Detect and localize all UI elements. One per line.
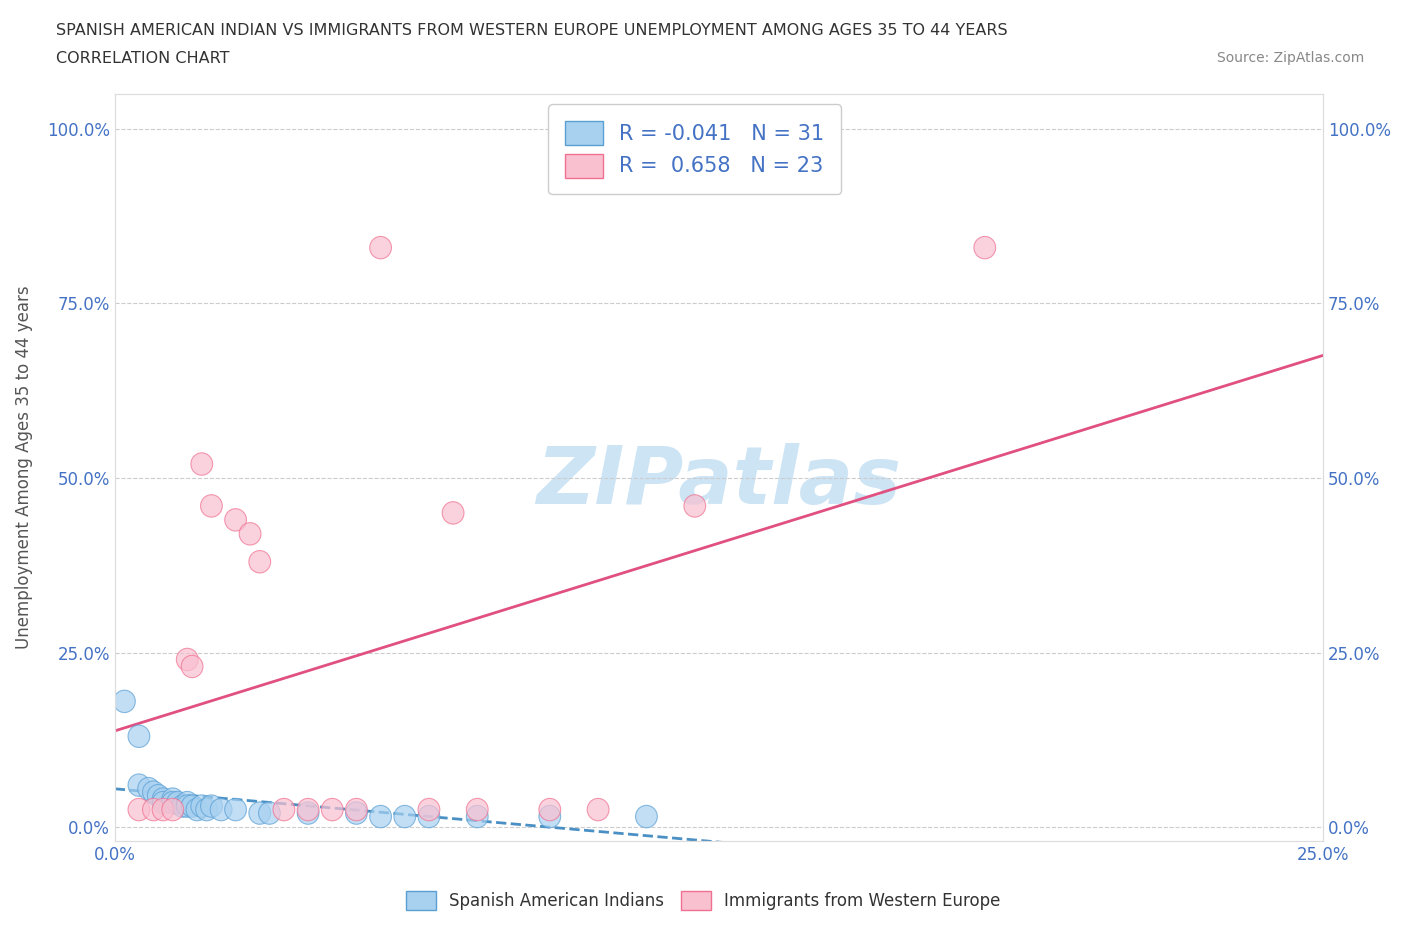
Legend: R = -0.041   N = 31, R =  0.658   N = 23: R = -0.041 N = 31, R = 0.658 N = 23 — [548, 104, 841, 194]
Y-axis label: Unemployment Among Ages 35 to 44 years: Unemployment Among Ages 35 to 44 years — [15, 286, 32, 649]
Ellipse shape — [346, 798, 367, 821]
Ellipse shape — [191, 795, 212, 817]
Ellipse shape — [467, 805, 488, 828]
Ellipse shape — [128, 798, 150, 821]
Ellipse shape — [394, 805, 416, 828]
Ellipse shape — [201, 495, 222, 517]
Ellipse shape — [211, 798, 232, 821]
Ellipse shape — [273, 798, 295, 821]
Ellipse shape — [148, 784, 169, 807]
Ellipse shape — [172, 795, 193, 817]
Ellipse shape — [239, 523, 262, 545]
Ellipse shape — [162, 798, 184, 821]
Ellipse shape — [138, 777, 159, 800]
Ellipse shape — [249, 802, 270, 824]
Ellipse shape — [167, 791, 188, 814]
Legend: Spanish American Indians, Immigrants from Western Europe: Spanish American Indians, Immigrants fro… — [399, 884, 1007, 917]
Ellipse shape — [467, 798, 488, 821]
Ellipse shape — [162, 791, 184, 814]
Ellipse shape — [297, 802, 319, 824]
Ellipse shape — [443, 501, 464, 525]
Text: SPANISH AMERICAN INDIAN VS IMMIGRANTS FROM WESTERN EUROPE UNEMPLOYMENT AMONG AGE: SPANISH AMERICAN INDIAN VS IMMIGRANTS FR… — [56, 23, 1008, 38]
Ellipse shape — [346, 802, 367, 824]
Ellipse shape — [152, 788, 174, 810]
Ellipse shape — [370, 805, 391, 828]
Ellipse shape — [418, 805, 440, 828]
Ellipse shape — [176, 648, 198, 671]
Ellipse shape — [142, 798, 165, 821]
Text: Source: ZipAtlas.com: Source: ZipAtlas.com — [1216, 51, 1364, 65]
Ellipse shape — [322, 798, 343, 821]
Ellipse shape — [370, 236, 391, 259]
Ellipse shape — [636, 805, 658, 828]
Ellipse shape — [538, 805, 561, 828]
Text: CORRELATION CHART: CORRELATION CHART — [56, 51, 229, 66]
Ellipse shape — [142, 781, 165, 804]
Ellipse shape — [418, 798, 440, 821]
Ellipse shape — [152, 791, 174, 814]
Ellipse shape — [162, 788, 184, 810]
Ellipse shape — [176, 795, 198, 817]
Ellipse shape — [176, 791, 198, 814]
Ellipse shape — [297, 798, 319, 821]
Ellipse shape — [201, 795, 222, 817]
Ellipse shape — [114, 690, 135, 712]
Ellipse shape — [225, 509, 246, 531]
Ellipse shape — [128, 725, 150, 748]
Ellipse shape — [186, 798, 208, 821]
Ellipse shape — [249, 551, 270, 573]
Ellipse shape — [683, 495, 706, 517]
Ellipse shape — [181, 795, 202, 817]
Ellipse shape — [181, 656, 202, 678]
Ellipse shape — [191, 453, 212, 475]
Ellipse shape — [538, 798, 561, 821]
Text: ZIPatlas: ZIPatlas — [537, 444, 901, 522]
Ellipse shape — [225, 798, 246, 821]
Ellipse shape — [195, 798, 218, 821]
Ellipse shape — [588, 798, 609, 821]
Ellipse shape — [152, 798, 174, 821]
Ellipse shape — [259, 802, 280, 824]
Ellipse shape — [974, 236, 995, 259]
Ellipse shape — [128, 774, 150, 796]
